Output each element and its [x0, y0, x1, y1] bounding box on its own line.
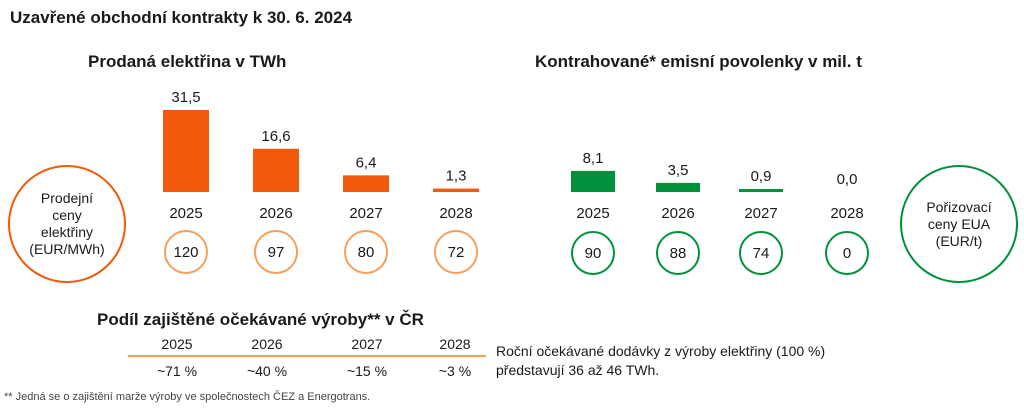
emissions-bar-chart: 8,1 2025 3,5 2026 0,9 2027 0,0 2028: [571, 150, 864, 222]
electricity-price-2026: 97: [254, 230, 298, 274]
emissions-category-label-2027: 2027: [744, 205, 777, 222]
supply-note-line: představují 36 až 46 TWh.: [496, 362, 660, 378]
electricity-bar-2025: [163, 110, 209, 192]
emissions-price-2026: 88: [656, 231, 700, 275]
emissions-bar-2025: [571, 170, 615, 192]
electricity-value-label-2027: 6,4: [356, 154, 377, 171]
share-value-2026: ~40 %: [246, 363, 288, 379]
electricity-category-label-2027: 2027: [349, 205, 382, 222]
emissions-price-label-line: Pořizovací: [926, 198, 992, 215]
electricity-chart-title: Prodaná elektřina v TWh: [88, 52, 287, 71]
electricity-price-label-line: ceny: [52, 207, 82, 223]
electricity-price-label-line: (EUR/MWh): [29, 241, 105, 257]
hedged-share-title: Podíl zajištěné očekávané výroby** v ČR: [97, 310, 424, 329]
share-value-2028: ~3 %: [438, 363, 472, 379]
share-year-2025: 2025: [161, 336, 193, 352]
emissions-category-label-2028: 2028: [830, 205, 863, 222]
electricity-bar-chart: 31,5 2025 16,6 2026 6,4 2027 1,3 2028: [163, 89, 479, 222]
supply-note-line: Roční očekávané dodávky z výroby elektři…: [496, 343, 826, 359]
electricity-price-2027: 80: [344, 230, 388, 274]
electricity-price-label-line: Prodejní: [40, 190, 94, 206]
emissions-value-label-2028: 0,0: [837, 171, 858, 188]
electricity-bar-2028: [433, 188, 479, 192]
share-value-2027: ~15 %: [346, 363, 388, 379]
share-year-2027: 2027: [351, 336, 383, 352]
emissions-price-bubble: Pořizovací ceny EUA (EUR/t): [900, 165, 1018, 283]
emissions-bar-2026: [656, 182, 700, 192]
electricity-category-label-2026: 2026: [259, 205, 292, 222]
electricity-value-label-2025: 31,5: [171, 89, 200, 106]
electricity-category-label-2028: 2028: [439, 205, 472, 222]
emissions-value-label-2026: 3,5: [668, 162, 689, 179]
electricity-price-bubble: Prodejní ceny elektřiny (EUR/MWh): [8, 165, 126, 283]
electricity-bar-2026: [253, 148, 299, 192]
page-title: Uzavřené obchodní kontrakty k 30. 6. 202…: [10, 8, 353, 27]
electricity-category-label-2025: 2025: [169, 205, 202, 222]
footnote: ** Jedná se o zajištění marže výroby ve …: [4, 391, 371, 403]
share-value-2025: ~71 %: [156, 363, 198, 379]
emissions-value-label-2025: 8,1: [583, 150, 604, 167]
electricity-value-label-2026: 16,6: [261, 128, 290, 145]
emissions-category-label-2026: 2026: [661, 205, 694, 222]
electricity-value-label-2028: 1,3: [446, 168, 467, 185]
electricity-price-label-line: elektřiny: [40, 224, 94, 240]
emissions-price-label-line: (EUR/t): [935, 232, 983, 249]
emissions-price-2028: 0: [825, 231, 869, 275]
electricity-bar-2027: [343, 175, 389, 192]
electricity-price-2028: 72: [434, 230, 478, 274]
emissions-price-2027: 74: [739, 231, 783, 275]
electricity-price-2025: 120: [164, 230, 208, 274]
share-divider: [128, 355, 486, 357]
supply-note: Roční očekávané dodávky z výroby elektři…: [496, 342, 916, 380]
emissions-price-2025: 90: [571, 231, 615, 275]
emissions-bar-2027: [739, 189, 783, 192]
share-year-2028: 2028: [439, 336, 471, 352]
emissions-price-label-line: ceny EUA: [927, 215, 991, 232]
share-year-2026: 2026: [251, 336, 283, 352]
emissions-chart-title: Kontrahované* emisní povolenky v mil. t: [535, 52, 862, 71]
emissions-category-label-2025: 2025: [576, 205, 609, 222]
emissions-value-label-2027: 0,9: [751, 168, 772, 185]
